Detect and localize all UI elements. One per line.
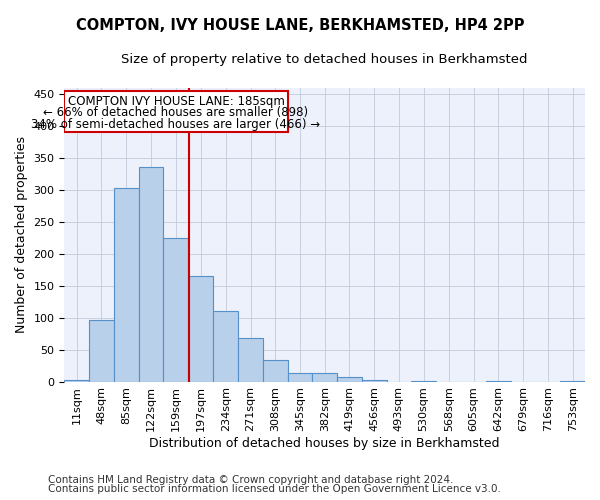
Bar bbox=[313, 374, 337, 382]
Y-axis label: Number of detached properties: Number of detached properties bbox=[15, 136, 28, 333]
Bar bbox=[337, 377, 362, 382]
Bar bbox=[560, 381, 585, 382]
Bar bbox=[89, 320, 114, 382]
Bar bbox=[238, 338, 263, 382]
Bar bbox=[189, 276, 214, 382]
Bar bbox=[64, 380, 89, 382]
Text: Contains public sector information licensed under the Open Government Licence v3: Contains public sector information licen… bbox=[48, 484, 501, 494]
X-axis label: Distribution of detached houses by size in Berkhamsted: Distribution of detached houses by size … bbox=[149, 437, 500, 450]
Bar bbox=[163, 238, 188, 382]
Bar bbox=[64, 90, 287, 132]
Bar bbox=[263, 360, 287, 382]
Bar bbox=[114, 188, 139, 382]
Text: ← 66% of detached houses are smaller (898): ← 66% of detached houses are smaller (89… bbox=[43, 106, 308, 120]
Text: COMPTON, IVY HOUSE LANE, BERKHAMSTED, HP4 2PP: COMPTON, IVY HOUSE LANE, BERKHAMSTED, HP… bbox=[76, 18, 524, 32]
Bar bbox=[287, 374, 313, 382]
Bar bbox=[411, 381, 436, 382]
Text: Contains HM Land Registry data © Crown copyright and database right 2024.: Contains HM Land Registry data © Crown c… bbox=[48, 475, 454, 485]
Bar bbox=[362, 380, 386, 382]
Bar bbox=[214, 312, 238, 382]
Text: 34% of semi-detached houses are larger (466) →: 34% of semi-detached houses are larger (… bbox=[31, 118, 320, 132]
Title: Size of property relative to detached houses in Berkhamsted: Size of property relative to detached ho… bbox=[121, 52, 528, 66]
Bar bbox=[486, 381, 511, 382]
Text: COMPTON IVY HOUSE LANE: 185sqm: COMPTON IVY HOUSE LANE: 185sqm bbox=[68, 94, 284, 108]
Bar bbox=[139, 168, 163, 382]
